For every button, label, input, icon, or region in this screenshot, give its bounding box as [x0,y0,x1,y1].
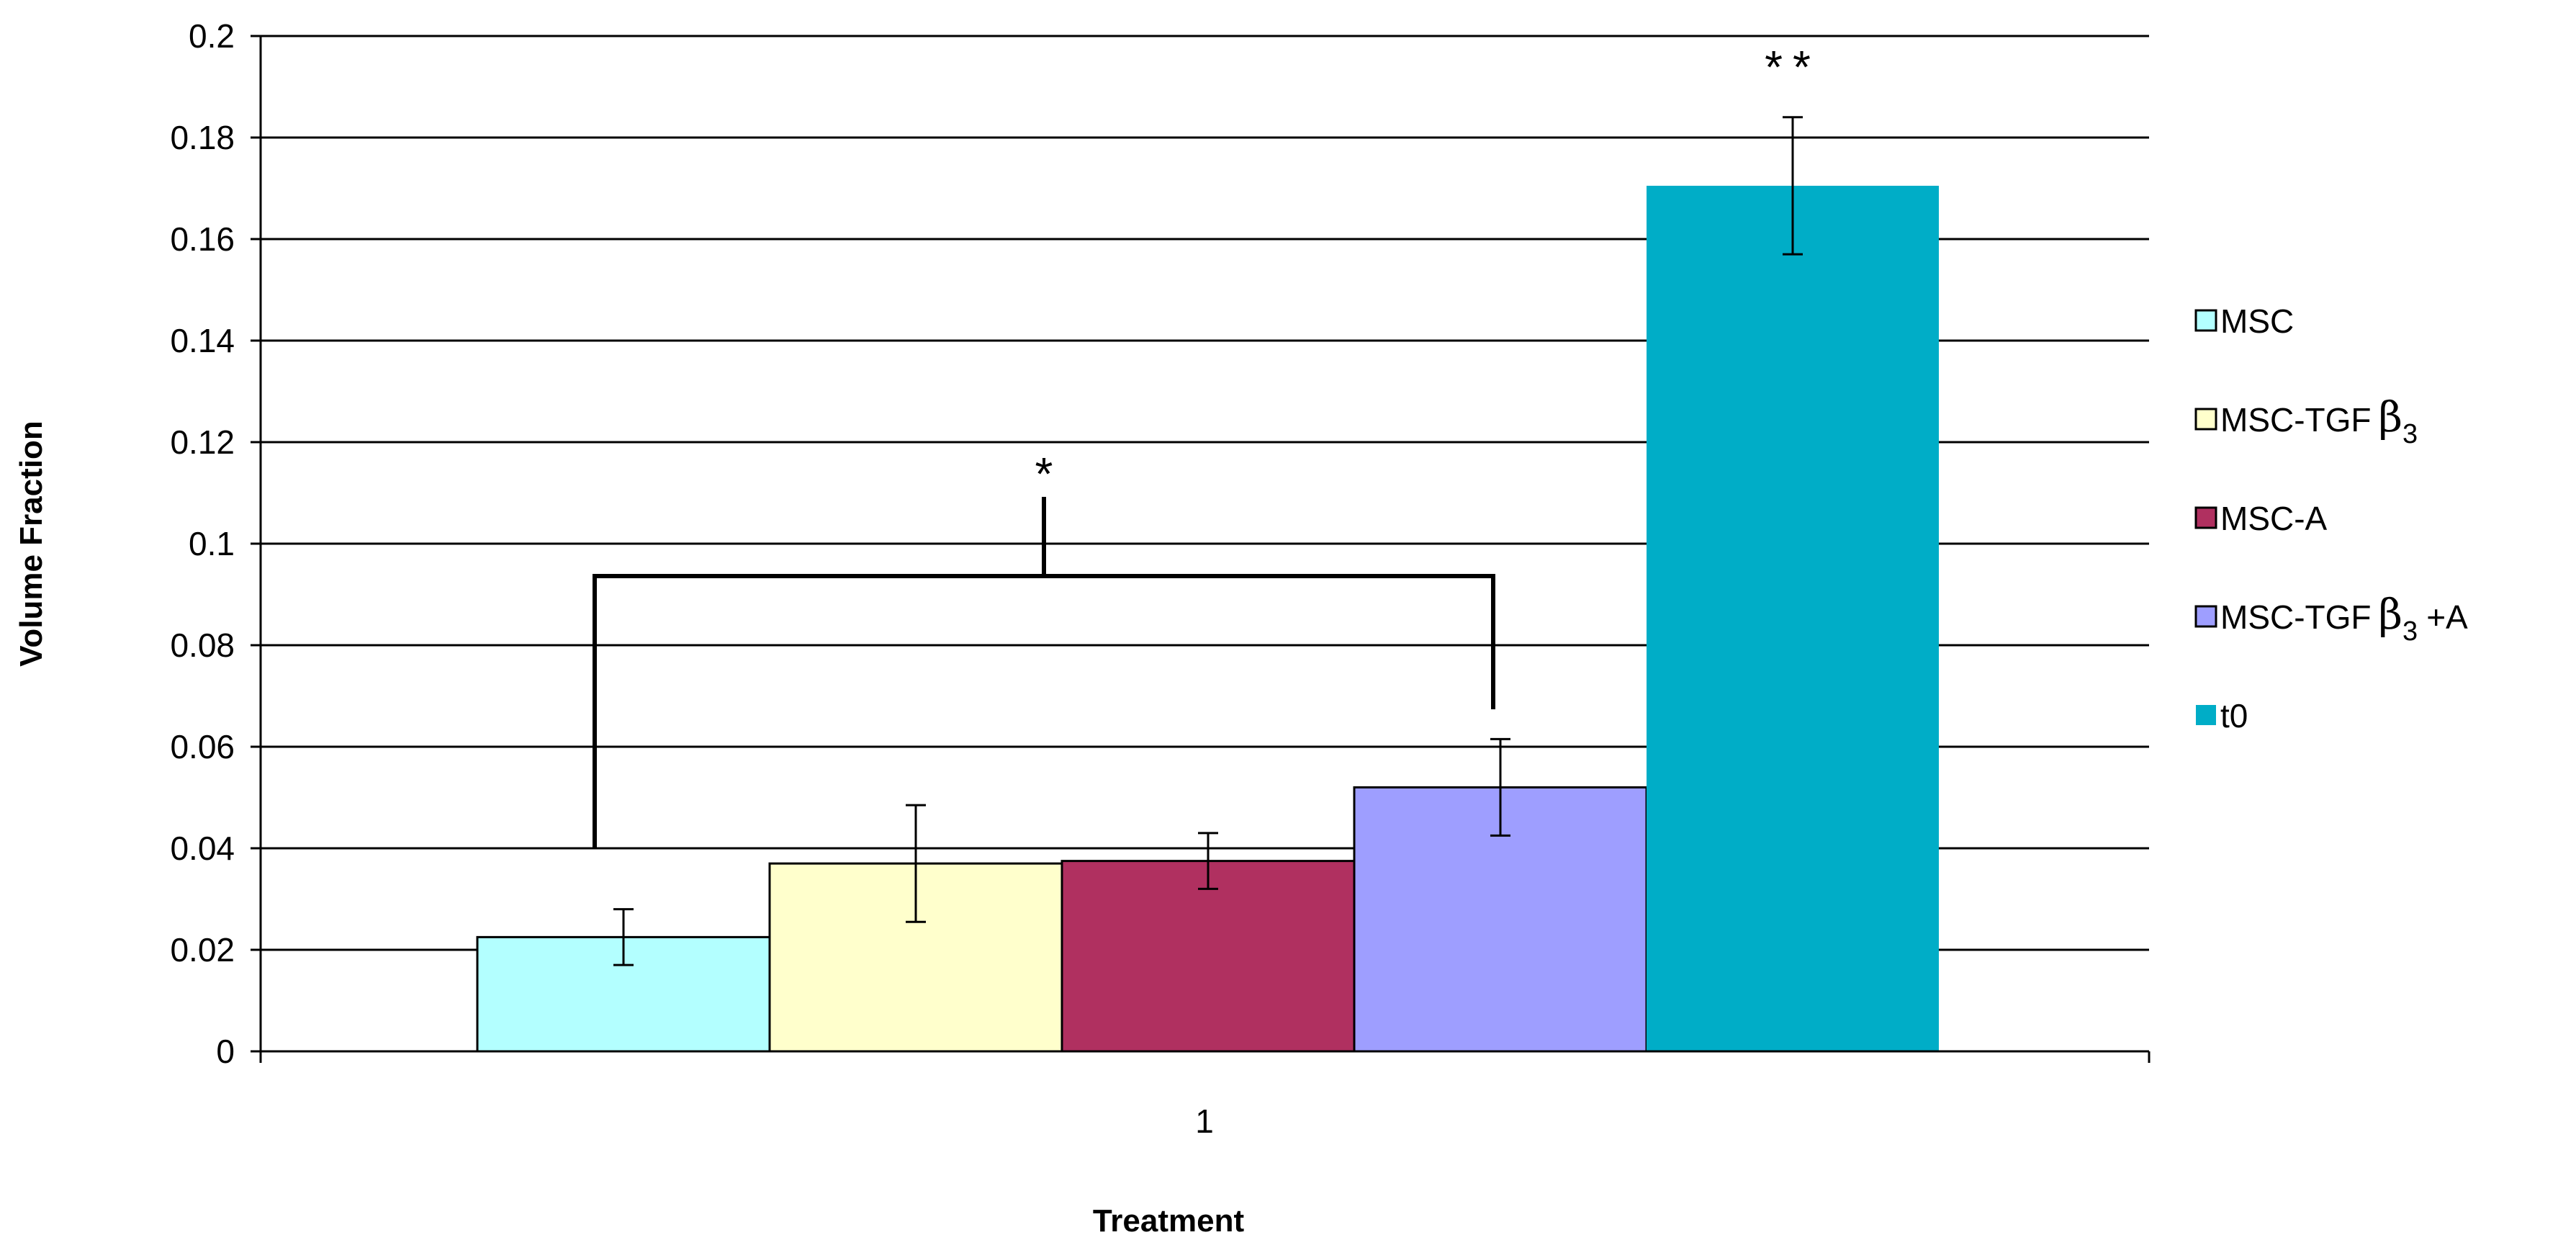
significance-marker: * [1035,448,1053,500]
legend-item: t0 [2196,697,2248,734]
y-tick-label: 0.2 [189,17,235,55]
x-axis-title: Treatment [1093,1203,1245,1239]
legend-swatch [2196,705,2216,725]
y-tick-label: 0.1 [189,525,235,562]
legend-label: MSC [2220,302,2294,340]
legend-swatch [2194,309,2217,332]
annotations: *** [593,41,1821,848]
legend-item: MSC-TGF β3 +A [2194,590,2468,647]
t0-significance-marker: ** [1765,41,1821,93]
y-tick-label: 0.14 [170,322,235,359]
legend: MSC MSC-TGF β3 MSC-A MSC-TGF β3 +A t0 [2194,302,2468,734]
y-tick-label: 0.02 [170,931,235,969]
y-tick-label: 0.18 [170,119,235,156]
legend-label: t0 [2220,697,2248,734]
y-axis-title: Volume Fraction [14,421,49,666]
legend-label: MSC-TGF β3 [2220,392,2418,449]
y-tick-label: 0.08 [170,626,235,664]
legend-swatch [2194,605,2217,628]
bar [1647,185,1939,1052]
legend-item: MSC-TGF β3 [2194,392,2418,449]
y-tick-label: 0.16 [170,220,235,258]
axes [251,35,2151,1063]
legend-item: MSC-A [2194,500,2328,537]
y-tick-label: 0 [216,1033,235,1070]
legend-swatch [2194,506,2217,529]
legend-swatch [2194,408,2217,431]
legend-label: MSC-A [2220,500,2328,537]
bars [476,116,1939,1053]
y-tick-label: 0.04 [170,830,235,867]
y-tick-label: 0.12 [170,423,235,461]
legend-item: MSC [2194,302,2294,340]
legend-label: MSC-TGF β3 +A [2220,590,2468,647]
x-tick-label: 1 [1195,1102,1214,1140]
gridlines [261,35,2149,951]
y-tick-labels: 0 0.02 0.04 0.06 0.08 0.1 0.12 0.14 0.16 0.18 0.2 [170,17,235,1070]
y-tick-label: 0.06 [170,728,235,765]
